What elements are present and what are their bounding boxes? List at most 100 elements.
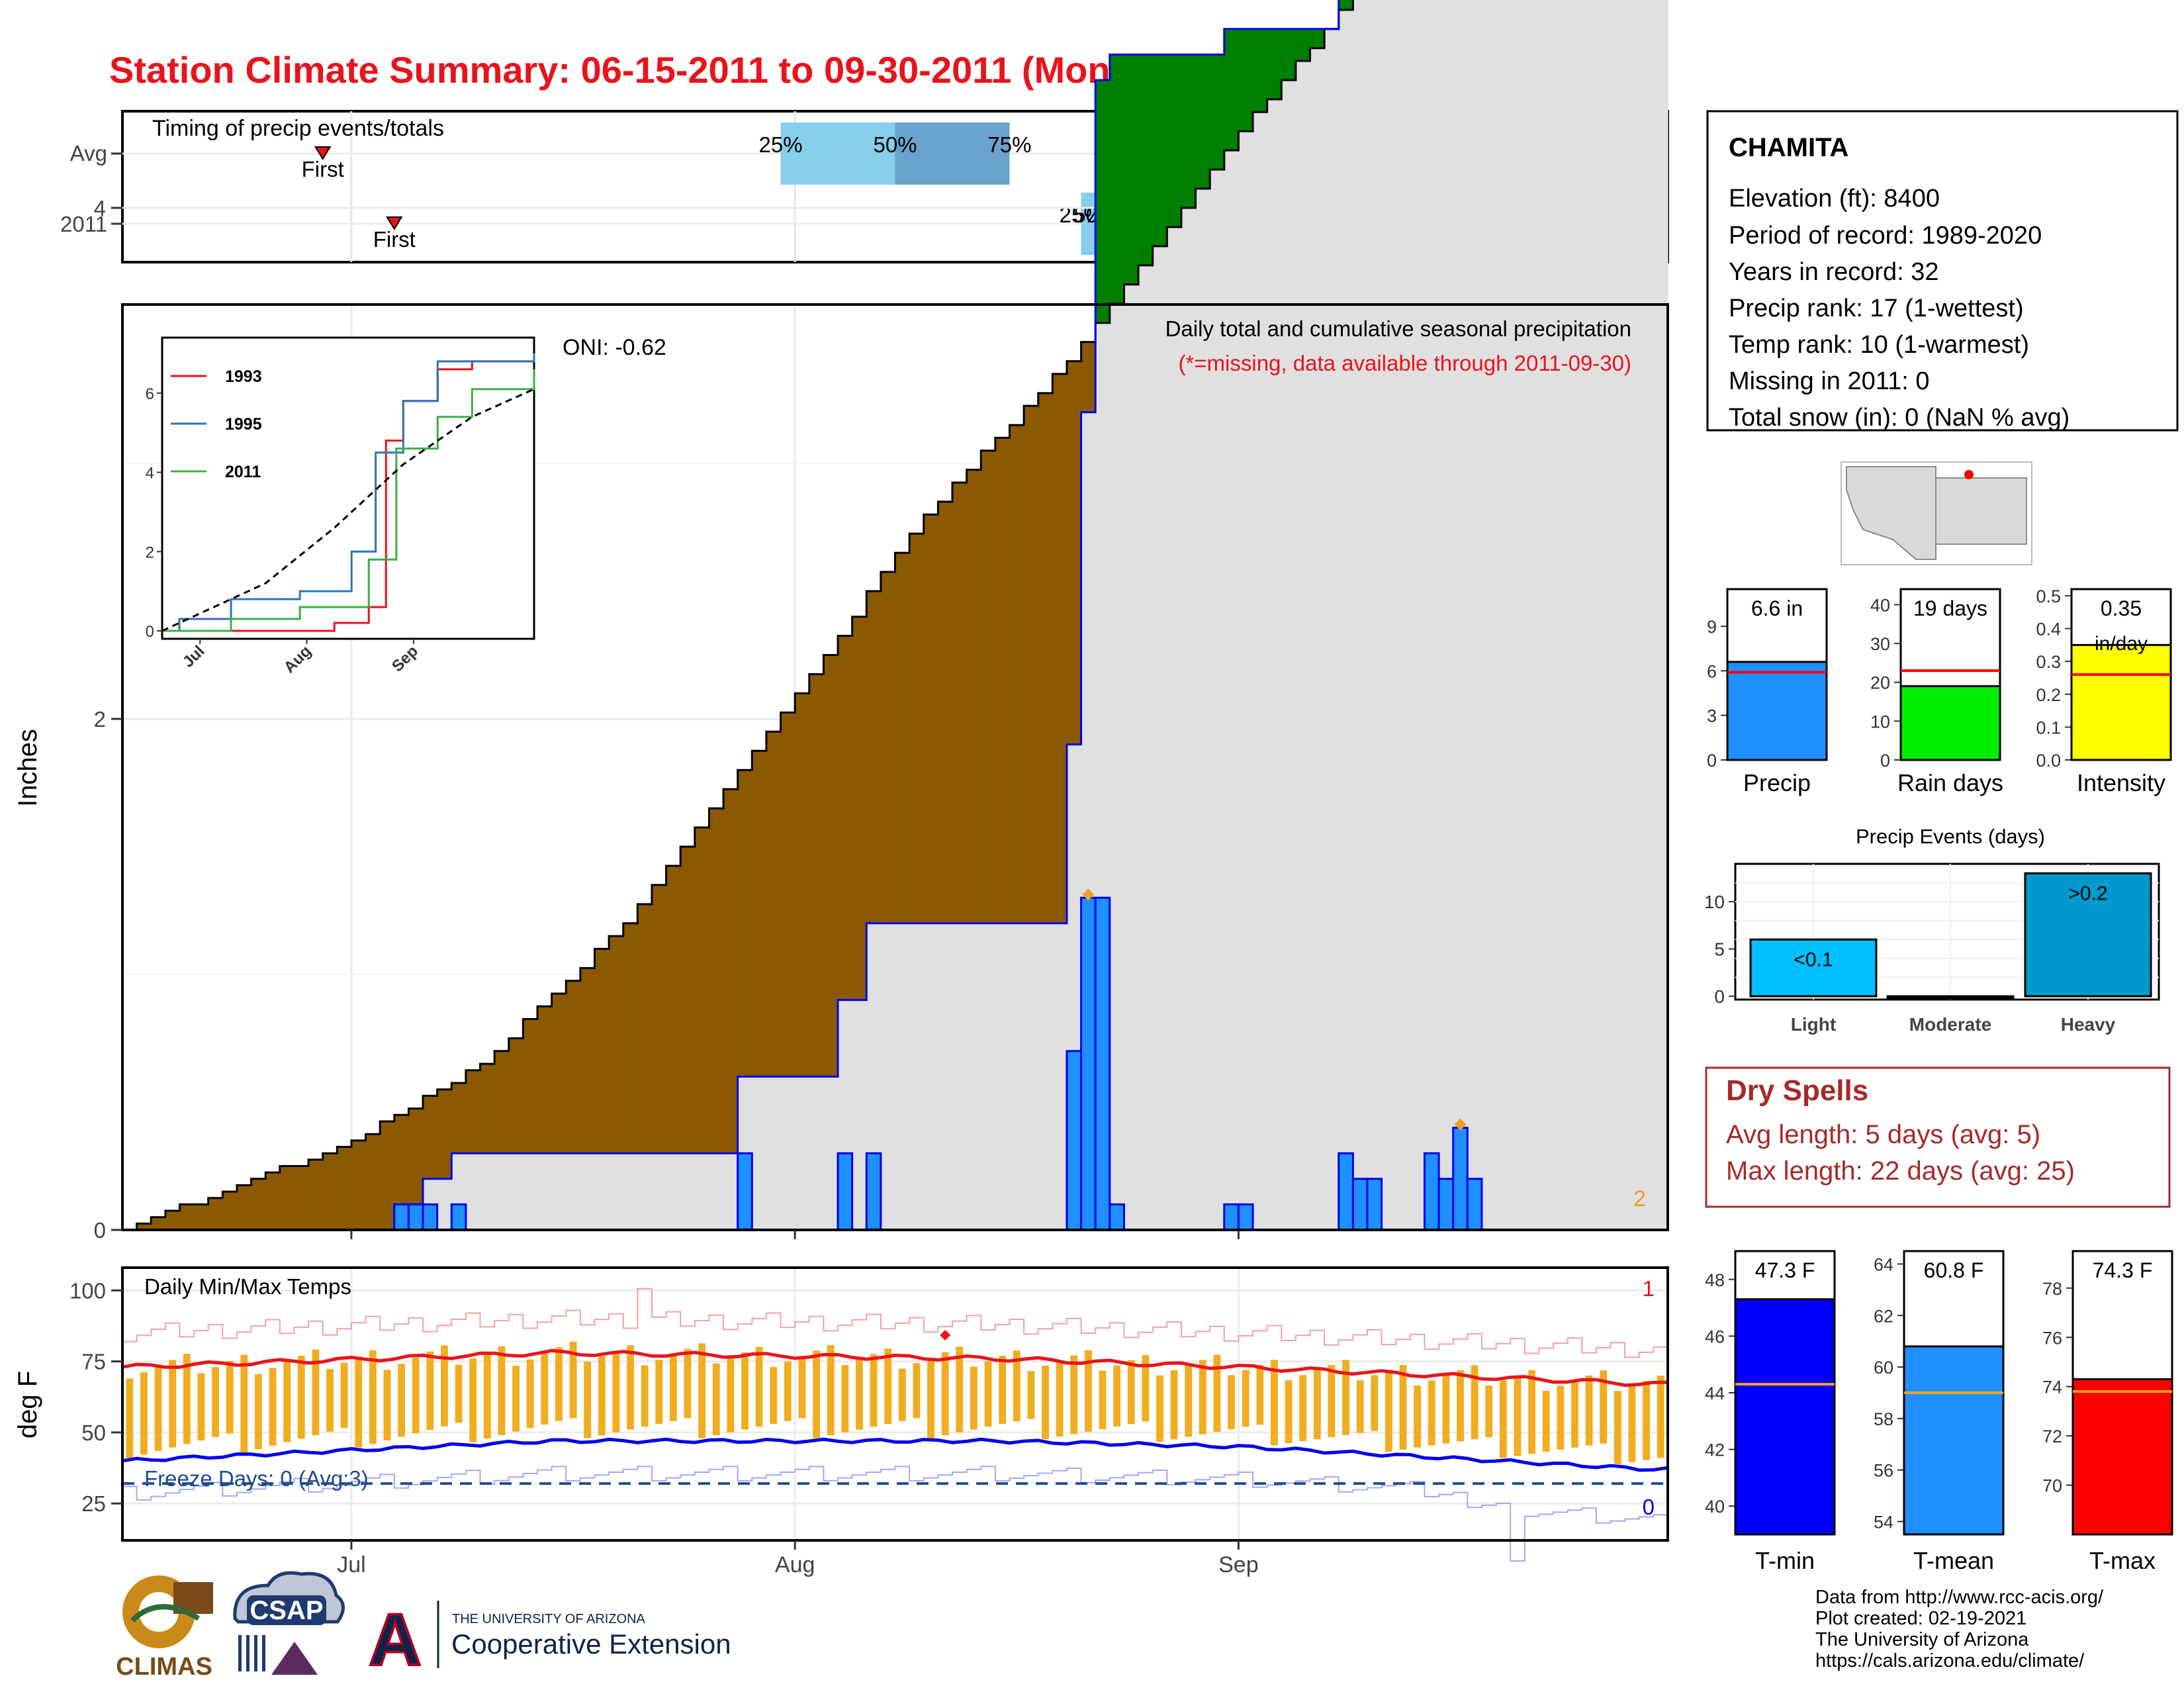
daily-temp-range-bar xyxy=(1643,1380,1650,1460)
cumulative-base-area xyxy=(1224,150,1239,1230)
daily-temp-range-bar xyxy=(1271,1360,1278,1446)
daily-temp-range-bar xyxy=(627,1345,634,1430)
station-temp-rank: Temp rank: 10 (1-warmest) xyxy=(1729,331,2029,359)
deficit-area xyxy=(165,1211,181,1230)
daily-temp-range-bar xyxy=(1013,1350,1021,1422)
mini-bar-tick-label: 10 xyxy=(1870,712,1890,731)
deficit-area xyxy=(179,1204,195,1230)
deficit-area xyxy=(236,1185,252,1230)
oni-value: ONI: -0.62 xyxy=(563,335,666,360)
cumulative-base-area xyxy=(1210,169,1225,1231)
surplus-area xyxy=(1181,54,1197,209)
mini-bar-tick-label: 9 xyxy=(1707,617,1717,637)
daily-temp-range-bar xyxy=(984,1361,992,1427)
daily-temp-range-bar xyxy=(555,1347,563,1421)
daily-temp-range-bar xyxy=(1084,1350,1092,1432)
cumulative-base-area xyxy=(594,1153,610,1230)
cumulative-base-area xyxy=(637,1153,653,1230)
daily-temp-range-bar xyxy=(970,1366,978,1430)
cumulative-base-area xyxy=(952,923,968,1230)
temp-y-tick-label: 75 xyxy=(81,1350,106,1374)
daily-temp-range-bar xyxy=(1428,1380,1435,1446)
daily-temp-range-bar xyxy=(254,1374,262,1450)
cumulative-base-area xyxy=(609,1153,624,1230)
cumulative-base-area xyxy=(880,923,896,1230)
events-bar-text: <0.1 xyxy=(1794,949,1833,970)
daily-temp-range-bar xyxy=(169,1360,177,1448)
cumulative-base-area xyxy=(981,923,996,1230)
daily-temp-range-bar xyxy=(512,1366,520,1432)
daily-temp-range-bar xyxy=(598,1356,606,1436)
cumulative-base-area xyxy=(995,923,1011,1230)
deficit-area xyxy=(938,501,953,923)
cumulative-base-area xyxy=(508,1153,523,1230)
daily-temp-range-bar xyxy=(355,1356,363,1448)
temp-bar-tick-label: 78 xyxy=(2042,1279,2062,1299)
deficit-area xyxy=(809,674,824,1077)
cumulative-base-area xyxy=(852,1000,867,1230)
deficit-area xyxy=(508,1038,523,1154)
station-precip-rank: Precip rank: 17 (1-wettest) xyxy=(1729,295,2024,322)
daily-temp-range-bar xyxy=(1657,1376,1664,1458)
daily-temp-range-bar xyxy=(655,1360,663,1425)
daily-temp-range-bar xyxy=(1542,1391,1550,1452)
daily-precip-bar xyxy=(1109,1203,1125,1231)
deficit-area xyxy=(451,1083,467,1154)
cumulative-base-area xyxy=(694,1153,710,1230)
timing-label-q25: 25% xyxy=(759,132,803,157)
cumulative-base-area xyxy=(494,1153,510,1230)
daily-temp-range-bar xyxy=(312,1349,320,1436)
daily-temp-range-bar xyxy=(898,1368,906,1421)
surplus-area xyxy=(1195,54,1210,189)
deficit-area xyxy=(408,1108,424,1205)
deficit-area xyxy=(380,1121,395,1230)
cumulative-base-area xyxy=(1467,0,1482,1230)
daily-temp-range-bar xyxy=(641,1365,649,1427)
cumulative-base-area xyxy=(1453,0,1468,1230)
cumulative-base-area xyxy=(1496,0,1511,1230)
precip-events-chart: Precip Events (days) 0 5 10 <0.1 Light Modera… xyxy=(1704,825,2160,1035)
temp-bar-tick-label: 70 xyxy=(2042,1476,2062,1496)
timing-label-q50: 50% xyxy=(873,132,917,157)
max-precip-marker xyxy=(1454,1118,1467,1131)
deficit-area xyxy=(437,1089,452,1179)
cumulative-base-area xyxy=(780,1076,796,1230)
station-missing: Missing in 2011: 0 xyxy=(1729,367,1929,395)
x-tick-label: Sep xyxy=(1218,1552,1259,1577)
climas-logo-text: CLIMAS xyxy=(116,1653,212,1681)
record-min-line xyxy=(122,1466,1668,1562)
surplus-area xyxy=(1095,80,1111,323)
daily-temp-range-bar xyxy=(1371,1375,1379,1431)
daily-precip-bar xyxy=(1338,1152,1354,1231)
cumulative-base-area xyxy=(709,1153,724,1230)
daily-temp-range-bar xyxy=(398,1364,406,1437)
mini-bar-tick-label: 6 xyxy=(1707,661,1717,681)
inset-y-tick-label: 0 xyxy=(146,623,154,641)
deficit-area xyxy=(566,980,581,1154)
timing-row-avg: Avg xyxy=(70,141,107,165)
deficit-area xyxy=(637,904,653,1154)
footer-plot-created: Plot created: 02-19-2021 xyxy=(1815,1608,2026,1629)
station-location-dot xyxy=(1964,470,1974,479)
daily-precip-bar xyxy=(393,1203,410,1231)
surplus-area xyxy=(1338,0,1353,10)
dry-spells-box: Dry Spells Avg length: 5 days (avg: 5) M… xyxy=(1705,1066,2171,1208)
average-min-temp-line xyxy=(122,1437,1668,1472)
cumulative-base-area xyxy=(1324,28,1340,1230)
temp-bar-value: 74.3 F xyxy=(2093,1258,2153,1282)
cumulative-base-area xyxy=(651,1153,667,1230)
mini-bar-tick-label: 30 xyxy=(1870,634,1890,654)
station-name: CHAMITA xyxy=(1729,133,1848,162)
daily-temp-range-bar xyxy=(884,1348,892,1425)
temp-bar-tick-label: 46 xyxy=(1705,1327,1725,1346)
mini-bar-tick-label: 0.2 xyxy=(2036,685,2061,705)
inset-series-1995 xyxy=(162,353,535,632)
cumulative-base-area xyxy=(1653,0,1668,1231)
daily-temp-range-bar xyxy=(841,1365,849,1432)
daily-temp-range-bar xyxy=(1242,1370,1250,1427)
temp-min-count: 0 xyxy=(1643,1495,1655,1519)
cumulative-base-area xyxy=(1625,0,1640,1231)
station-elevation: Elevation (ft): 8400 xyxy=(1729,185,1940,212)
deficit-area xyxy=(265,1172,281,1230)
deficit-area xyxy=(880,572,896,923)
